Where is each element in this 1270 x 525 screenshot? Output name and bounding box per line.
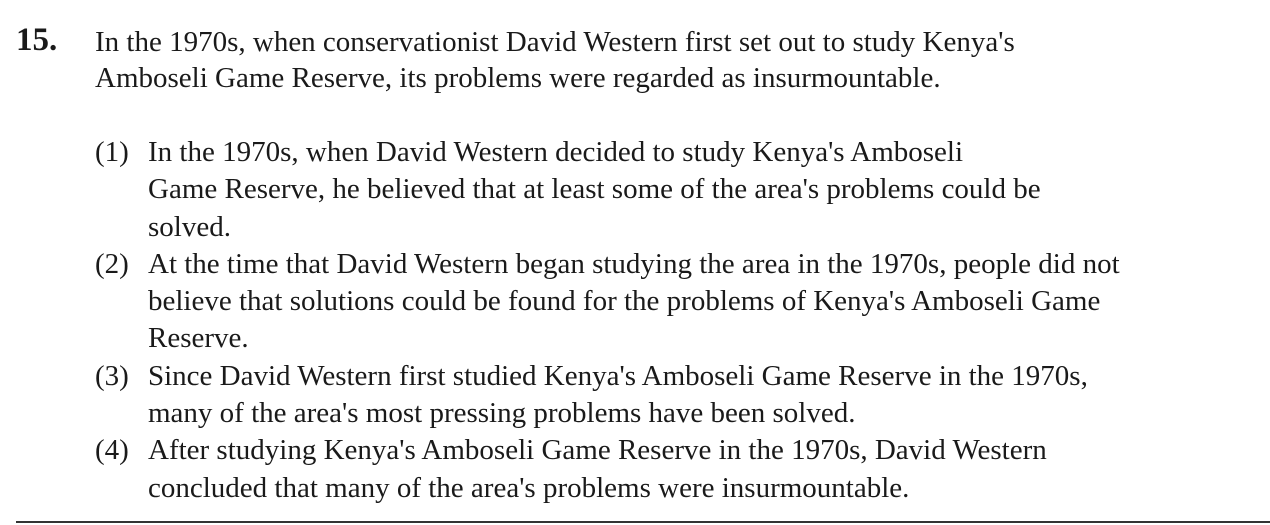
question-number: 15. xyxy=(16,22,58,58)
option-line: Reserve. xyxy=(148,322,249,355)
option-line: After studying Kenya's Amboseli Game Res… xyxy=(148,434,1047,467)
option-line: Game Reserve, he believed that at least … xyxy=(148,173,1041,206)
answer-option-2[interactable]: (2) At the time that David Western began… xyxy=(95,246,1245,358)
question-stem: In the 1970s, when conservationist David… xyxy=(95,24,1215,96)
option-number: (4) xyxy=(95,434,129,467)
option-line: many of the area's most pressing problem… xyxy=(148,397,856,430)
answer-options: (1) In the 1970s, when David Western dec… xyxy=(95,134,1245,507)
stem-line: In the 1970s, when conservationist David… xyxy=(95,26,1015,58)
answer-option-4[interactable]: (4) After studying Kenya's Amboseli Game… xyxy=(95,432,1245,507)
option-line: concluded that many of the area's proble… xyxy=(148,471,910,504)
option-line: Since David Western first studied Kenya'… xyxy=(148,359,1088,392)
option-line: solved. xyxy=(148,210,231,243)
option-number: (3) xyxy=(95,359,129,392)
option-line: In the 1970s, when David Western decided… xyxy=(148,136,964,168)
option-line: At the time that David Western began stu… xyxy=(148,247,1120,280)
bottom-divider xyxy=(16,521,1270,523)
option-number: (2) xyxy=(95,247,129,280)
stem-line: Amboseli Game Reserve, its problems were… xyxy=(95,62,941,94)
option-number: (1) xyxy=(95,136,129,168)
answer-option-1[interactable]: (1) In the 1970s, when David Western dec… xyxy=(95,134,1245,246)
option-line: believe that solutions could be found fo… xyxy=(148,285,1101,318)
answer-option-3[interactable]: (3) Since David Western first studied Ke… xyxy=(95,358,1245,433)
